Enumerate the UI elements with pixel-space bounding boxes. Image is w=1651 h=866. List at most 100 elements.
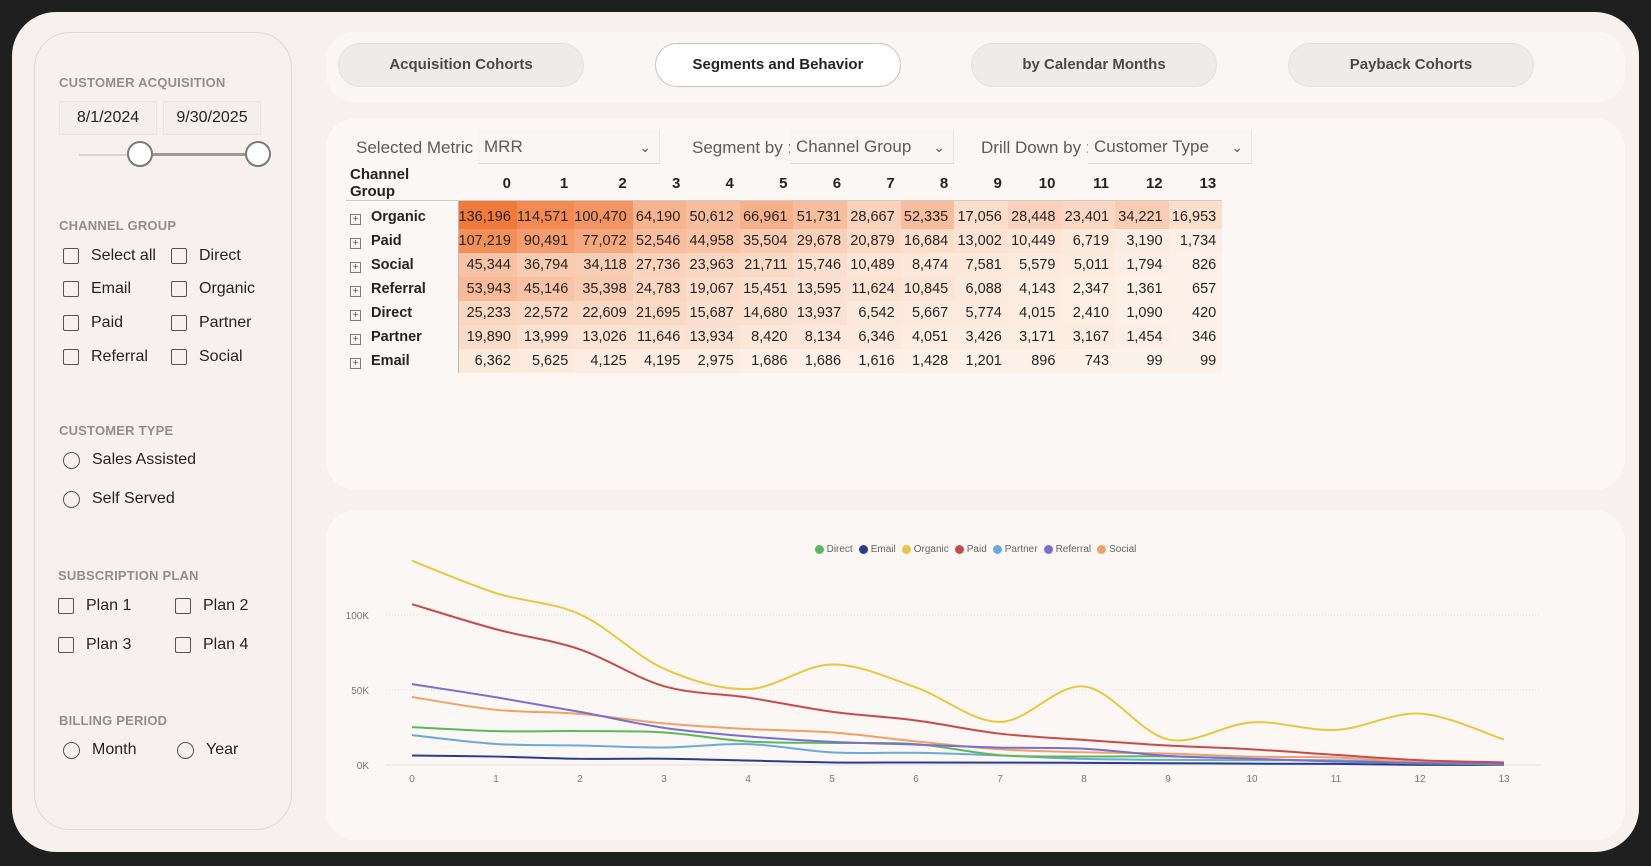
radio-icon[interactable] — [63, 490, 80, 508]
tab-segments-and-behavior[interactable]: Segments and Behavior — [655, 43, 901, 87]
row-label[interactable]: + Referral — [346, 276, 459, 301]
expand-icon[interactable]: + — [350, 237, 361, 249]
legend-item[interactable]: Email — [858, 544, 896, 555]
legend-label: Paid — [966, 544, 987, 555]
row-label-text: Social — [371, 256, 414, 273]
expand-icon[interactable]: + — [350, 261, 361, 273]
matrix-cell: 2,975 — [686, 348, 740, 373]
legend-label: Referral — [1055, 544, 1092, 555]
checkbox-icon[interactable] — [58, 598, 74, 614]
segment-by-dropdown[interactable]: Channel Group ⌄ — [790, 130, 954, 164]
channel-organic-checkbox[interactable]: Organic — [171, 280, 255, 298]
expand-icon[interactable]: + — [350, 357, 361, 369]
matrix-column-header: 6 — [793, 166, 848, 201]
row-label-text: Paid — [371, 232, 402, 249]
radio-icon[interactable] — [177, 741, 194, 759]
legend-item[interactable]: Organic — [901, 544, 949, 555]
radio-icon[interactable] — [63, 741, 80, 759]
matrix-cell: 15,746 — [793, 252, 848, 277]
channel-paid-checkbox[interactable]: Paid — [63, 314, 123, 332]
tab-payback-cohorts[interactable]: Payback Cohorts — [1288, 43, 1534, 87]
row-label[interactable]: + Direct — [346, 300, 459, 325]
matrix-cell: 5,579 — [1007, 252, 1062, 277]
drill-down-dropdown[interactable]: Customer Type ⌄ — [1088, 130, 1252, 164]
expand-icon[interactable]: + — [350, 309, 361, 321]
matrix-cell: 11,624 — [847, 276, 901, 301]
legend-item[interactable]: Direct — [814, 544, 853, 555]
plan-3-checkbox[interactable]: Plan 3 — [58, 636, 131, 654]
channel-direct-checkbox[interactable]: Direct — [171, 247, 241, 265]
channel-select-all-checkbox[interactable]: Select all — [63, 247, 156, 265]
channel-email-checkbox[interactable]: Email — [63, 280, 131, 298]
checkbox-icon[interactable] — [63, 248, 79, 264]
checkbox-icon[interactable] — [63, 349, 79, 365]
radio-label: Self Served — [92, 490, 175, 507]
plan-1-checkbox[interactable]: Plan 1 — [58, 597, 131, 615]
matrix-cell: 1,428 — [900, 348, 955, 373]
matrix-cell: 6,542 — [847, 300, 901, 325]
matrix-cell: 107,219 — [458, 228, 517, 253]
matrix-cell: 346 — [1168, 324, 1223, 349]
channel-social-checkbox[interactable]: Social — [171, 348, 243, 366]
billing-year-radio[interactable]: Year — [177, 741, 238, 759]
row-label[interactable]: + Organic — [346, 200, 459, 229]
checkbox-icon[interactable] — [171, 315, 187, 331]
checkbox-icon[interactable] — [171, 281, 187, 297]
legend-item[interactable]: Social — [1097, 544, 1136, 555]
plan-2-checkbox[interactable]: Plan 2 — [175, 597, 248, 615]
checkbox-icon[interactable] — [58, 637, 74, 653]
legend-item[interactable]: Referral — [1043, 544, 1092, 555]
row-label[interactable]: + Partner — [346, 324, 459, 349]
plan-4-checkbox[interactable]: Plan 4 — [175, 636, 248, 654]
matrix-cell: 3,190 — [1115, 228, 1169, 253]
matrix-cell: 1,734 — [1168, 228, 1223, 253]
matrix-cell: 45,146 — [516, 276, 575, 301]
legend-item[interactable]: Partner — [992, 544, 1038, 555]
date-slider-end-handle[interactable] — [245, 141, 271, 167]
checkbox-icon[interactable] — [175, 598, 191, 614]
radio-icon[interactable] — [63, 451, 80, 469]
matrix-column-header: 4 — [686, 166, 740, 201]
date-slider-start-handle[interactable] — [127, 141, 153, 167]
expand-icon[interactable]: + — [350, 213, 361, 225]
series-line-paid[interactable] — [411, 603, 1505, 764]
x-tick-label: 11 — [1331, 774, 1342, 785]
checkbox-icon[interactable] — [63, 281, 79, 297]
tab-acquisition-cohorts[interactable]: Acquisition Cohorts — [338, 43, 584, 87]
table-row: + Partner 19,890 13,999 13,026 11,646 13,934 8,… — [346, 324, 1223, 349]
selected-metric-dropdown[interactable]: MRR ⌄ — [478, 130, 660, 164]
billing-month-radio[interactable]: Month — [63, 741, 136, 759]
matrix-cell: 4,051 — [900, 324, 955, 349]
series-line-email[interactable] — [411, 754, 1505, 766]
row-label[interactable]: + Paid — [346, 228, 459, 253]
legend-label: Partner — [1004, 544, 1038, 555]
legend-item[interactable]: Paid — [954, 544, 987, 555]
channel-referral-checkbox[interactable]: Referral — [63, 348, 148, 366]
end-date-input[interactable]: 9/30/2025 — [163, 101, 261, 135]
table-row: + Direct 25,233 22,572 22,609 21,695 15,687 14,… — [346, 300, 1223, 325]
y-tick-label: 0K — [357, 761, 370, 772]
row-label[interactable]: + Social — [346, 252, 459, 277]
checkbox-icon[interactable] — [171, 349, 187, 365]
customer-type-sales-assisted-radio[interactable]: Sales Assisted — [63, 451, 196, 469]
checkbox-icon[interactable] — [175, 637, 191, 653]
expand-icon[interactable]: + — [350, 333, 361, 345]
matrix-cell: 896 — [1007, 348, 1062, 373]
matrix-panel: Selected Metric : MRR ⌄ Segment by : Cha… — [326, 118, 1625, 490]
matrix-cell: 34,118 — [574, 252, 633, 277]
checkbox-icon[interactable] — [63, 315, 79, 331]
tab-by-calendar-months[interactable]: by Calendar Months — [971, 43, 1217, 87]
expand-icon[interactable]: + — [350, 285, 361, 297]
series-line-organic[interactable] — [411, 559, 1505, 742]
start-date-input[interactable]: 8/1/2024 — [59, 101, 157, 135]
table-row: + Organic 136,196 114,571 100,470 64,190 50,61… — [346, 200, 1223, 229]
row-label[interactable]: + Email — [346, 348, 459, 373]
channel-partner-checkbox[interactable]: Partner — [171, 314, 251, 332]
matrix-cell: 4,143 — [1007, 276, 1062, 301]
checkbox-icon[interactable] — [171, 248, 187, 264]
series-line-referral[interactable] — [411, 683, 1505, 766]
filter-sidebar: CUSTOMER ACQUISITION 8/1/2024 9/30/2025 … — [34, 32, 292, 830]
matrix-cell: 19,067 — [686, 276, 740, 301]
customer-type-self-served-radio[interactable]: Self Served — [63, 490, 175, 508]
legend-dot-icon — [954, 545, 964, 554]
